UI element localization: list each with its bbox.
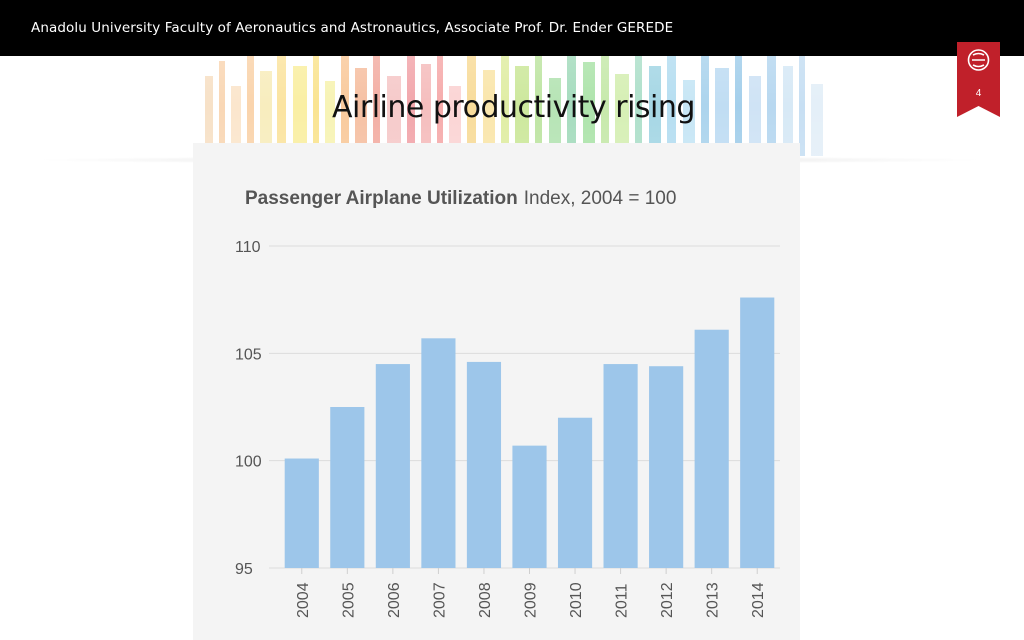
x-tick-label: 2012 <box>659 582 676 618</box>
x-tick-label: 2008 <box>477 582 494 618</box>
bar-2011 <box>603 364 638 568</box>
decorative-stripes <box>205 56 855 156</box>
bar-chart: Passenger Airplane Utilization Index, 200… <box>235 188 780 618</box>
x-tick-label: 2014 <box>750 582 767 618</box>
chart-title: Passenger Airplane Utilization Index, 200… <box>245 188 676 209</box>
bar-2009 <box>512 445 547 568</box>
bar-2014 <box>740 297 775 568</box>
bar-2006 <box>375 364 410 568</box>
x-tick-label: 2010 <box>568 582 585 618</box>
slide-title: Airline productivity rising <box>332 90 695 125</box>
bar-2008 <box>466 361 502 568</box>
bar-2012 <box>649 366 684 568</box>
header-bar: Anadolu University Faculty of Aeronautic… <box>0 0 1024 56</box>
x-tick-label: 2009 <box>523 582 540 618</box>
x-tick-label: 2011 <box>614 583 631 618</box>
header-text: Anadolu University Faculty of Aeronautic… <box>31 20 674 36</box>
bar-2007 <box>421 338 456 568</box>
chart-title-rest: Index, 2004 = 100 <box>524 188 677 209</box>
x-tick-label: 2013 <box>705 582 722 618</box>
y-tick-label: 95 <box>235 561 253 578</box>
x-tick-label: 2007 <box>431 582 448 618</box>
university-logo-badge <box>957 42 1000 117</box>
y-tick-label: 105 <box>235 346 262 363</box>
university-seal-icon <box>967 49 990 71</box>
x-tick-label: 2005 <box>340 582 357 618</box>
bar-2005 <box>330 407 365 568</box>
bar-2004 <box>284 458 319 568</box>
bar-2010 <box>557 417 593 568</box>
y-tick-label: 100 <box>235 454 262 471</box>
x-tick-label: 2004 <box>295 582 312 618</box>
bar-2013 <box>694 329 729 568</box>
x-tick-label: 2006 <box>386 582 403 618</box>
page-number: 4 <box>975 88 982 99</box>
y-tick-label: 110 <box>235 239 261 256</box>
chart-title-bold: Passenger Airplane Utilization <box>245 188 518 209</box>
